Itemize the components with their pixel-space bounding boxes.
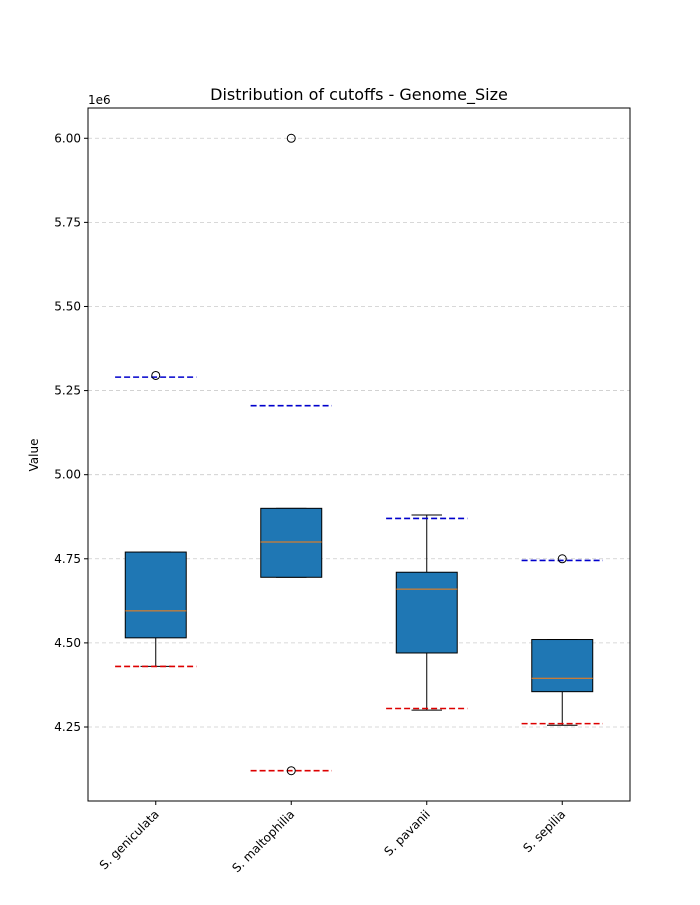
axis-layer: 4.25 4.50 4.75 5.00 5.25 5.50 5.75 6.00 S. genic… — [54, 131, 568, 875]
outlier-point — [286, 766, 296, 776]
outlier-point — [286, 133, 296, 143]
iqr-box — [531, 639, 594, 693]
y-tick-label: 5.25 — [54, 384, 81, 398]
box-group-3 — [386, 514, 468, 711]
x-tick-label: S. sepilia — [520, 807, 568, 855]
y-axis-label: Value — [27, 439, 41, 472]
grid-layer — [88, 137, 630, 728]
box-group-4 — [521, 554, 603, 726]
iqr-box — [395, 571, 458, 654]
chart-title: Distribution of cutoffs - Genome_Size — [210, 85, 508, 105]
y-tick-label: 6.00 — [54, 131, 81, 145]
x-tick-label: S. geniculata — [97, 807, 162, 872]
x-tick-label: S. pavanii — [381, 807, 433, 859]
y-tick-label: 4.25 — [54, 720, 81, 734]
y-tick-label: 4.75 — [54, 552, 81, 566]
box-group-2 — [250, 133, 332, 776]
iqr-box — [124, 551, 187, 639]
mark-layer — [115, 133, 603, 776]
outlier-point — [557, 554, 567, 564]
iqr-box — [260, 507, 323, 578]
box-group-1 — [115, 370, 197, 668]
y-tick-label: 4.50 — [54, 636, 81, 650]
y-offset-label: 1e6 — [88, 93, 111, 107]
y-tick-label: 5.75 — [54, 215, 81, 229]
x-tick-label: S. maltophilia — [229, 807, 297, 875]
y-tick-label: 5.50 — [54, 299, 81, 313]
plot-frame — [87, 107, 631, 802]
y-tick-label: 5.00 — [54, 468, 81, 482]
outlier-point — [151, 370, 161, 380]
